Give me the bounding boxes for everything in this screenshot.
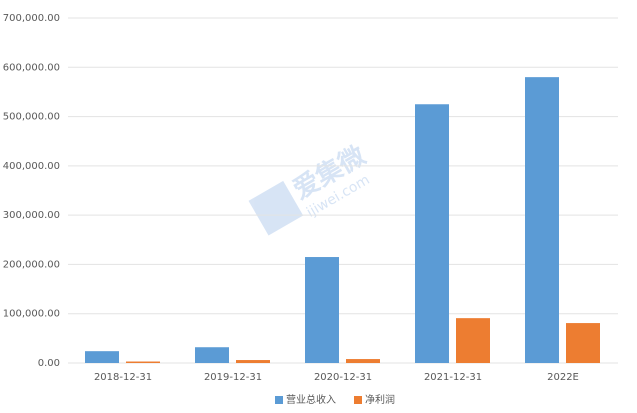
- y-tick-label: 400,000.00: [3, 161, 60, 172]
- y-tick-label: 600,000.00: [3, 62, 60, 73]
- legend-label: 营业总收入: [286, 393, 336, 406]
- watermark-logo: [248, 180, 304, 236]
- legend-swatch: [275, 396, 283, 404]
- bar: [566, 323, 600, 363]
- bar: [126, 361, 160, 363]
- y-tick-label: 0.00: [38, 358, 60, 369]
- legend-swatch: [354, 396, 362, 404]
- y-tick-label: 100,000.00: [3, 309, 60, 320]
- y-tick-label: 500,000.00: [3, 112, 60, 123]
- bar: [305, 257, 339, 363]
- x-tick-label: 2022E: [547, 372, 579, 383]
- x-tick-label: 2020-12-31: [314, 372, 372, 383]
- watermark: 爱集微 ijiwei.com: [248, 140, 373, 236]
- x-tick-label: 2018-12-31: [94, 372, 152, 383]
- legend-label: 净利润: [365, 393, 395, 406]
- bar: [456, 318, 490, 363]
- bar: [525, 77, 559, 364]
- x-tick-label: 2019-12-31: [204, 372, 262, 383]
- y-tick-label: 200,000.00: [3, 259, 60, 270]
- x-tick-label: 2021-12-31: [424, 372, 482, 383]
- y-tick-label: 300,000.00: [3, 210, 60, 221]
- bar: [346, 359, 380, 363]
- bar: [85, 351, 119, 363]
- bar: [415, 104, 449, 363]
- bar: [195, 347, 229, 363]
- y-tick-label: 700,000.00: [3, 13, 60, 24]
- bar: [236, 360, 270, 363]
